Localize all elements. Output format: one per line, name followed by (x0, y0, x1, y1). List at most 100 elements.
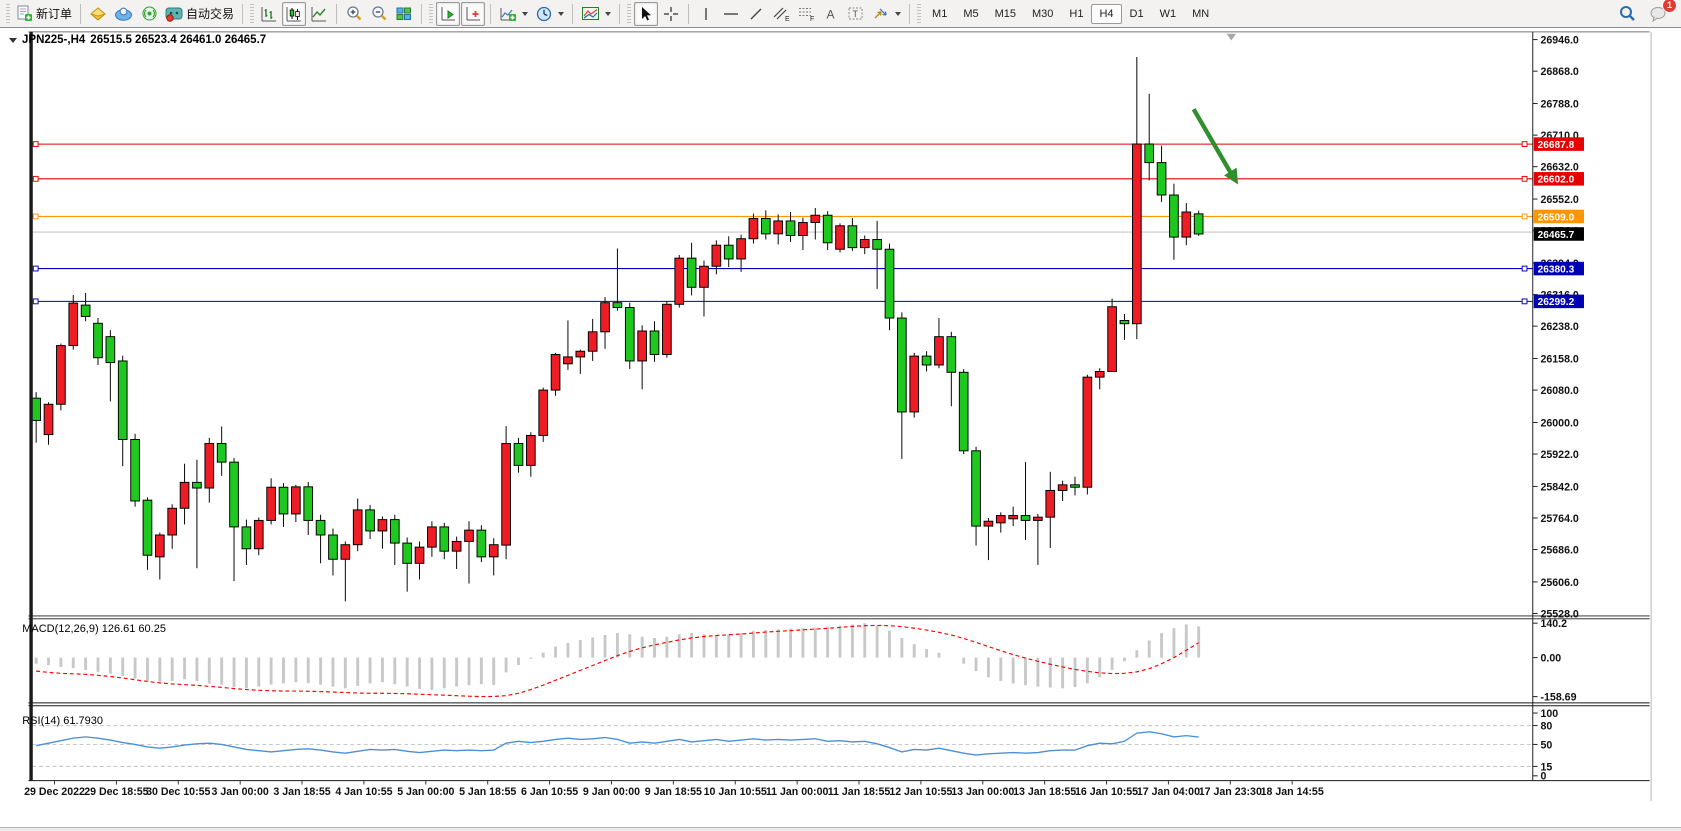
chat-bubble-icon (1650, 7, 1666, 22)
toolbar-drag-handle[interactable] (429, 3, 434, 24)
line-handle[interactable] (1521, 175, 1528, 182)
new-order-button[interactable]: 新订单 (13, 2, 75, 26)
candle-body (624, 307, 635, 362)
candle-body (983, 520, 994, 527)
separator (688, 3, 690, 24)
profiles-button[interactable] (86, 2, 110, 26)
line-handle[interactable] (1521, 265, 1528, 272)
price-tag[interactable] (1533, 227, 1584, 241)
toolbar-drag-handle[interactable] (250, 3, 255, 24)
community-button[interactable] (111, 2, 136, 26)
bar-chart-icon (261, 6, 277, 21)
macd-axis-label: 0.00 (1541, 652, 1562, 664)
timeframe-button-w1[interactable]: W1 (1159, 7, 1177, 20)
candle-body (637, 330, 647, 362)
signals-button[interactable] (137, 2, 161, 26)
fibonacci-tool-button[interactable]: F (794, 2, 818, 26)
timeframe-button-h1[interactable]: H1 (1069, 7, 1084, 20)
label-tool-glyph: T (853, 9, 859, 19)
chart-ohlc-values: 26515.5 26523.4 26461.0 26465.7 (90, 34, 267, 46)
chart-shift-marker-icon[interactable] (1226, 33, 1237, 41)
line-handle[interactable] (32, 175, 39, 182)
candle-body (464, 529, 474, 542)
line-handle[interactable] (1521, 141, 1528, 147)
price-tag[interactable] (1533, 294, 1584, 309)
annotation-arrow-head[interactable] (1224, 167, 1239, 185)
price-tag[interactable] (1533, 261, 1584, 276)
time-axis-label: 12 Jan 10:55 (889, 786, 952, 798)
toolbar-drag-handle[interactable] (917, 3, 922, 24)
line-chart-button[interactable] (307, 2, 331, 26)
auto-scroll-icon (441, 6, 456, 20)
price-axis-label: 25764.0 (1541, 513, 1579, 525)
templates-button[interactable] (578, 2, 614, 26)
chart-canvas[interactable]: 26946.026868.026788.026710.026632.026552… (0, 28, 1681, 828)
time-axis-label: 11 Jan 00:00 (766, 786, 829, 798)
trendline-tool-button[interactable] (744, 2, 768, 26)
chart-shift-button[interactable] (461, 1, 486, 26)
timeframe-button-h4[interactable]: H4 (1091, 3, 1122, 24)
crosshair-tool-button[interactable] (659, 2, 683, 26)
horizontal-line-tool-button[interactable] (719, 2, 743, 26)
search-button[interactable] (1615, 2, 1640, 26)
annotation-arrow[interactable] (1191, 108, 1234, 175)
cursor-tool-button[interactable] (634, 1, 659, 26)
bar-chart-button[interactable] (257, 2, 281, 26)
channel-tool-button[interactable]: E (769, 2, 793, 26)
timeframe-button-m15[interactable]: M15 (994, 7, 1016, 20)
price-axis-label: 25842.0 (1541, 481, 1579, 493)
toolbar-drag-handle[interactable] (627, 3, 632, 24)
timeframe-button-m5[interactable]: M5 (963, 7, 979, 20)
price-tag[interactable] (1533, 172, 1584, 186)
price-axis-label: 25686.0 (1541, 544, 1579, 556)
chat-button[interactable]: 1 (1646, 0, 1677, 26)
text-label-tool-button[interactable]: T (844, 2, 868, 26)
vertical-line-tool-button[interactable] (694, 2, 718, 26)
arrows-tool-button[interactable] (869, 2, 904, 26)
tile-windows-button[interactable] (392, 2, 416, 26)
text-tool-button[interactable]: A (819, 2, 843, 26)
line-handle[interactable] (32, 141, 39, 147)
time-axis-label: 13 Jan 00:00 (951, 786, 1014, 798)
candle-body (711, 244, 722, 267)
timeframe-button-m30[interactable]: M30 (1032, 7, 1054, 20)
time-axis-label: 29 Dec 18:55 (84, 786, 148, 798)
chart-collapse-icon[interactable] (9, 37, 17, 43)
zoom-out-button[interactable] (367, 2, 391, 26)
candlestick-chart-button[interactable] (282, 1, 307, 26)
macd-signal-line (36, 624, 1199, 698)
signal-icon (142, 6, 157, 21)
candle-body (550, 353, 561, 391)
candle-body (563, 356, 573, 365)
toolbar-drag-handle[interactable] (6, 3, 10, 24)
timeframe-button-m1[interactable]: M1 (932, 7, 948, 20)
zoom-in-button[interactable] (342, 2, 366, 26)
line-handle[interactable] (32, 298, 39, 305)
toolbar: 新订单 自动交易 (0, 0, 1681, 28)
timeframe-button-d1[interactable]: D1 (1129, 7, 1144, 20)
tile-windows-icon (396, 7, 412, 20)
price-tag[interactable] (1533, 209, 1584, 224)
candle-body (1181, 211, 1192, 238)
auto-scroll-button[interactable] (436, 1, 461, 26)
candle-body (872, 239, 882, 250)
candle-body (971, 450, 981, 527)
chart-window[interactable]: 26946.0 26868.0 26788.0 26710.0 26632.0 26552… (0, 28, 1681, 828)
line-handle[interactable] (32, 213, 39, 220)
time-axis-label: 18 Jan 14:55 (1261, 786, 1324, 798)
chart-symbol-period: JPN225-,H4 (22, 34, 86, 46)
line-handle[interactable] (1521, 298, 1528, 305)
periods-button[interactable] (532, 2, 567, 26)
timeframe-button-mn[interactable]: MN (1192, 7, 1210, 20)
line-handle[interactable] (32, 265, 39, 272)
price-tag[interactable] (1533, 137, 1584, 151)
indicators-icon (500, 7, 517, 21)
candle-body (674, 257, 685, 305)
candle-body (365, 509, 375, 532)
indicators-button[interactable] (496, 2, 531, 26)
line-handle[interactable] (1521, 213, 1528, 220)
candle-body (921, 355, 932, 366)
price-tag-value: 26602.0 (1538, 175, 1575, 186)
chart-title-bar[interactable]: JPN225-,H4 26515.5 26523.4 26461.0 26465… (9, 34, 266, 46)
auto-trading-button[interactable]: 自动交易 (162, 2, 237, 26)
